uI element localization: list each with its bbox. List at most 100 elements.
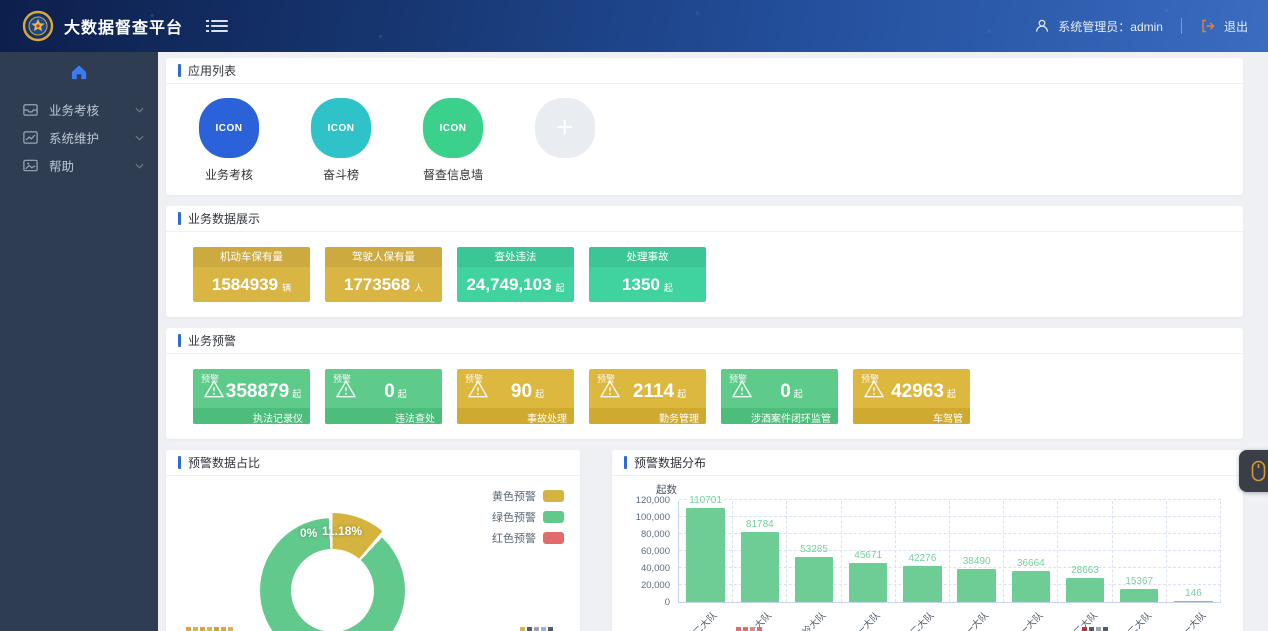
section-title-text: 业务预警 (188, 334, 237, 348)
stat-cards-row: 机动车保有量 1584939 辆驾驶人保有量 1773568 人 查处违法 24,749,1… (166, 232, 1243, 317)
stat-card-body: 24,749,103 起 (457, 267, 574, 302)
next-section-peek (520, 627, 553, 631)
warning-unit: 起 (535, 388, 545, 399)
stat-card-body: 1350 起 (589, 267, 706, 302)
inbox-icon (22, 101, 39, 118)
stat-card-body: 1584939 辆 (193, 267, 310, 302)
section-title-text: 应用列表 (188, 64, 237, 78)
bar-value-label: 28663 (1071, 565, 1099, 576)
stat-card-label: 查处违法 (457, 247, 574, 267)
x-category-6: 小店一大队 (1004, 603, 1058, 631)
bar-cell-3: 45671 (842, 501, 896, 602)
stat-card-label: 处理事故 (589, 247, 706, 267)
bar (740, 532, 779, 602)
add-app-button[interactable]: + (528, 98, 602, 183)
collapse-menu-icon[interactable] (206, 17, 229, 35)
warning-card-label: 勤务管理 (589, 408, 706, 424)
chevron-down-icon (135, 158, 144, 172)
sidebar-item-label: 系统维护 (49, 131, 100, 146)
sidebar-item-system-maintenance[interactable]: 系统维护 (0, 123, 158, 151)
bar-cell-7: 28663 (1058, 501, 1113, 602)
pie-legend: 黄色预警绿色预警红色预警 (492, 488, 564, 551)
y-tick: 40,000 (640, 563, 670, 574)
warning-triangle-icon (731, 379, 753, 404)
bar-value-label: 53285 (800, 544, 828, 555)
warning-card-body: 358879 起 (193, 369, 310, 408)
warning-badge: 预警 (729, 374, 748, 384)
warning-distribution-title: 预警数据分布 (612, 450, 1243, 476)
legend-swatch (543, 490, 564, 502)
sidebar-item-business-review[interactable]: 业务考核 (0, 95, 158, 123)
title-accent-bar (178, 334, 181, 347)
legend-item-2[interactable]: 红色预警 (492, 530, 564, 546)
title-accent-bar (624, 456, 627, 469)
warning-unit: 起 (397, 388, 407, 399)
sidebar-item-label: 业务考核 (49, 103, 100, 118)
logout-icon[interactable] (1200, 18, 1216, 34)
app-shortcut-1[interactable]: ICON 奋斗榜 (304, 98, 378, 183)
warning-unit: 起 (292, 388, 302, 399)
bar-chart-grid: 120,000 100,000 80,000 60,000 40,000 20,000 0 … (626, 495, 1222, 608)
section-title-text: 预警数据分布 (634, 456, 707, 470)
stat-card-3: 处理事故 1350 起 (589, 247, 706, 302)
stat-card-unit: 起 (663, 282, 673, 293)
warning-card-label: 车驾管 (853, 408, 970, 424)
apps-row: ICON 业务考核 ICON 奋斗榜 ICON 督查信息墙 + (166, 84, 1243, 195)
bar (686, 508, 725, 602)
app-shortcut-2[interactable]: ICON 督查信息墙 (416, 98, 490, 183)
logout-button[interactable]: 退出 (1223, 19, 1248, 34)
warning-card-body: 42963 起 (853, 369, 970, 408)
bar-value-label: 38490 (962, 556, 991, 567)
floating-mouse-button[interactable] (1239, 450, 1268, 492)
app-label: 奋斗榜 (322, 168, 359, 182)
trend-chart-icon (22, 129, 39, 146)
y-tick: 20,000 (640, 580, 670, 591)
pie-label-red: 0% (300, 526, 318, 540)
warning-card-label: 违法查处 (325, 408, 442, 424)
warning-value: 0 (780, 380, 791, 402)
x-category-label: 小店一大队 (1003, 610, 1046, 631)
warning-card-4: 预警 0 起涉酒案件闭环监管 (721, 369, 838, 424)
legend-item-1[interactable]: 绿色预警 (492, 509, 564, 525)
sidebar-item-help[interactable]: 帮助 (0, 151, 158, 179)
police-badge-logo (22, 10, 54, 42)
y-tick: 60,000 (640, 546, 670, 557)
stat-card-value: 1773568 (343, 274, 411, 294)
title-accent-bar (178, 212, 181, 225)
legend-item-0[interactable]: 黄色预警 (492, 488, 564, 504)
stat-card-label: 驾驶人保有量 (325, 247, 442, 267)
legend-label: 黄色预警 (492, 491, 536, 503)
bar-value-label: 36664 (1016, 558, 1045, 569)
warning-card-0: 预警 358879 起执法记录仪 (193, 369, 310, 424)
warning-value: 90 (510, 380, 533, 402)
chevron-down-icon (135, 102, 144, 116)
legend-label: 红色预警 (492, 533, 536, 545)
bar (1011, 571, 1050, 602)
app-label: 督查信息墙 (422, 168, 483, 182)
sidebar: 业务考核系统维护帮助 (0, 52, 158, 631)
bar-cells: 110701 81784 53285 45671 42276 38490 36664 2866… (679, 495, 1222, 602)
x-category-2: 杏花岭大队 (787, 603, 841, 631)
next-section-peek (186, 627, 233, 631)
x-category-5: 尖草坪一大队 (943, 603, 1003, 631)
chevron-down-icon (135, 130, 144, 144)
bar-cell-2: 53285 (787, 501, 842, 602)
header-actions: 系统管理员：admin 退出 (1034, 18, 1248, 35)
warning-value: 42963 (891, 380, 944, 402)
warning-cards-row: 预警 358879 起执法记录仪 预警 0 起违法查处 预警 90 起事故处理 预警 2114 起勤务… (166, 354, 1243, 439)
app-shortcut-0[interactable]: ICON 业务考核 (192, 98, 266, 183)
bar-cell-9: 146 (1167, 501, 1222, 602)
stat-card-label: 机动车保有量 (193, 247, 310, 267)
stat-card-unit: 人 (414, 282, 424, 293)
bar-value-label: 110701 (689, 495, 722, 506)
warning-card-label: 事故处理 (457, 408, 574, 424)
warning-card-label: 执法记录仪 (193, 408, 310, 424)
warning-triangle-icon (599, 379, 621, 404)
x-category-label: 晋源一大队 (1166, 610, 1209, 631)
bar (903, 566, 942, 602)
home-icon[interactable] (0, 52, 158, 95)
next-section-peek (1082, 627, 1108, 631)
bar-value-label: 15367 (1125, 576, 1154, 587)
